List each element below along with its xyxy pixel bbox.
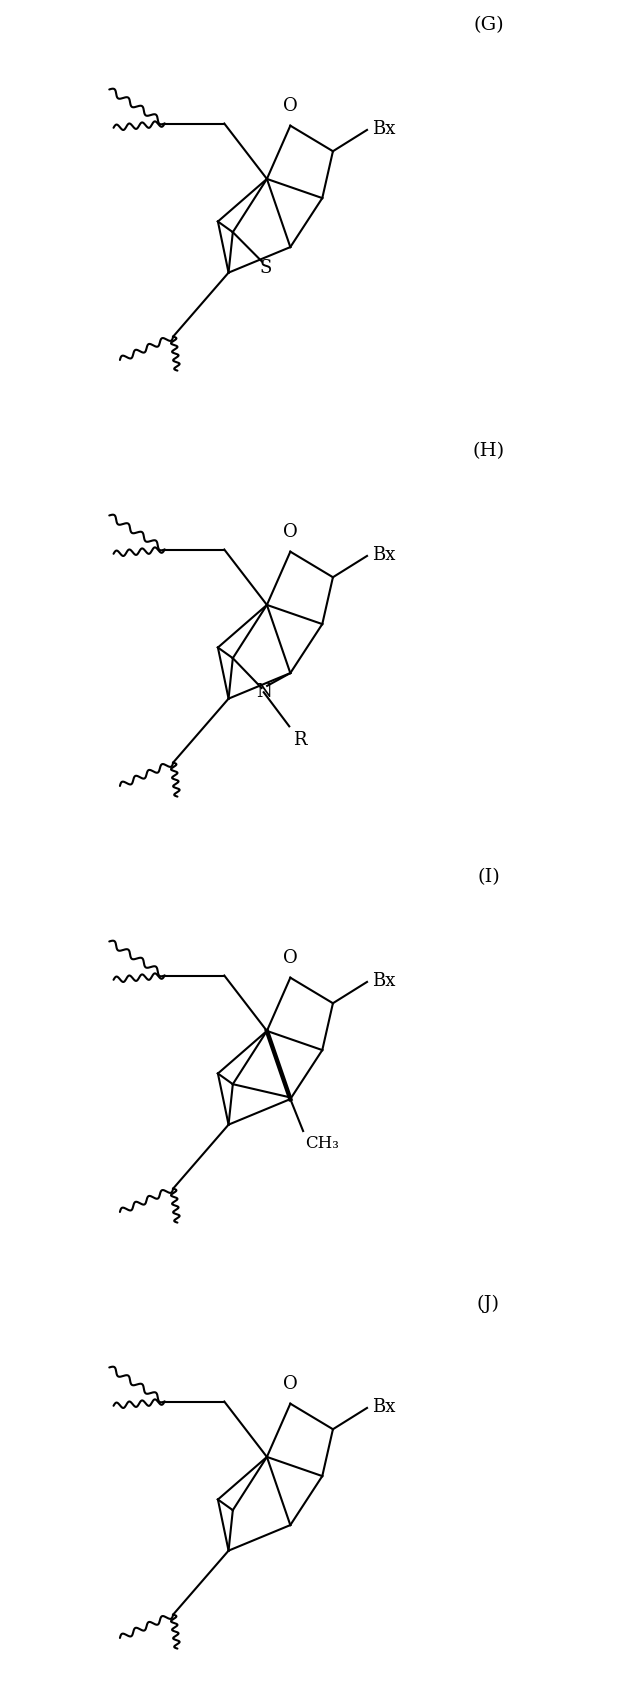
Text: Bx: Bx [372,545,396,564]
Text: (I): (I) [477,869,500,886]
Text: O: O [283,523,298,542]
Text: (G): (G) [473,17,504,34]
Text: O: O [283,949,298,968]
Text: CH₃: CH₃ [305,1135,339,1152]
Text: R: R [293,731,307,748]
Text: Bx: Bx [372,1397,396,1416]
Text: S: S [259,259,272,278]
Text: (J): (J) [477,1295,500,1312]
Text: Bx: Bx [372,119,396,138]
Text: (H): (H) [472,443,504,460]
Text: Bx: Bx [372,971,396,990]
Text: O: O [283,1375,298,1394]
Text: N: N [256,683,272,702]
Text: O: O [283,97,298,116]
